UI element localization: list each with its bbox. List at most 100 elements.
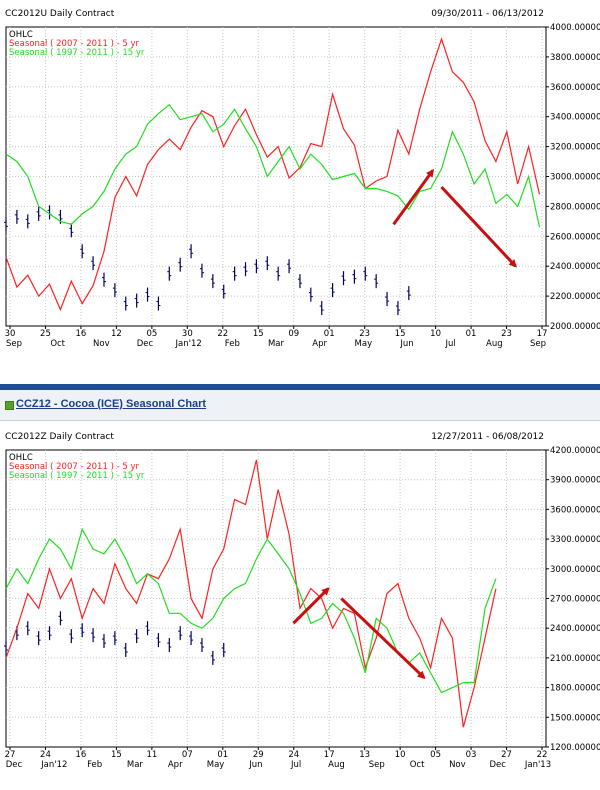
x-tick-label: 17 [537,329,548,339]
seasonal-15yr-line [5,103,541,228]
y-tick-label: 3900.000000 [550,476,600,486]
y-tick-label: 4000.000000 [550,23,600,33]
legend-entry: Seasonal ( 2007 - 2011 ) - 5 yr [9,462,140,472]
y-tick-label: 2800.000000 [550,202,600,212]
y-tick-label: 1200.000000 [550,743,600,753]
x-month-label: Nov [93,339,110,349]
trend-arrow [440,185,517,268]
y-tick-label: 3600.000000 [550,83,600,93]
seasonal-5yr-line [5,37,541,312]
x-month-label: May [207,760,225,770]
x-tick-label: 15 [253,329,264,339]
section-link[interactable]: CCZ12 - Cocoa (ICE) Seasonal Chart [16,398,207,410]
x-tick-label: 01 [324,329,335,339]
x-tick-label: 03 [466,750,477,760]
x-tick-label: 29 [253,750,264,760]
x-tick-label: 10 [395,750,406,760]
x-month-label: Apr [312,339,327,349]
y-tick-label: 3200.000000 [550,143,600,153]
x-tick-label: 27 [501,750,512,760]
x-tick-label: 30 [182,329,193,339]
y-tick-label: 1500.000000 [550,713,600,723]
x-month-label: Jul [290,760,301,770]
y-tick-label: 2000.000000 [550,322,600,332]
seasonal-chart-sep: CC2012U Daily Contract 09/30/2011 - 06/13… [4,9,600,349]
x-tick-label: 05 [146,329,157,339]
x-tick-label: 17 [324,750,335,760]
x-month-label: Jan'12 [175,339,202,349]
x-tick-label: 24 [288,750,299,760]
y-tick-label: 3300.000000 [550,535,600,545]
x-month-label: Sep [6,339,22,349]
legend-entry: Seasonal ( 1997 - 2011 ) - 15 yr [9,471,145,481]
seasonal-15yr-line [5,527,497,694]
x-month-label: Sep [530,339,546,349]
x-month-label: Aug [486,339,503,349]
x-tick-label: 23 [359,329,370,339]
x-tick-label: 05 [430,750,441,760]
x-tick-label: 01 [466,329,477,339]
x-month-label: Feb [87,760,102,770]
x-month-label: Apr [168,760,183,770]
x-tick-label: 09 [288,329,299,339]
x-month-label: Jan'13 [524,760,551,770]
x-month-label: Jul [445,339,456,349]
x-tick-label: 22 [217,329,228,339]
x-tick-label: 11 [146,750,157,760]
x-tick-label: 23 [501,329,512,339]
chart-title: CC2012Z Daily Contract [5,432,114,442]
x-tick-label: 15 [395,329,406,339]
x-month-label: Sep [369,760,385,770]
section-bullet-icon [5,401,14,410]
x-month-label: Feb [225,339,240,349]
seasonal-5yr-line [5,459,497,728]
legend-entry: OHLC [9,453,33,463]
x-tick-label: 25 [40,329,51,339]
x-month-label: Dec [6,760,23,770]
seasonal-chart-dec: CC2012Z Daily Contract 12/27/2011 - 06/08… [4,432,600,770]
trend-arrow [292,587,330,625]
x-month-label: Dec [137,339,154,349]
x-tick-label: 27 [5,750,16,760]
ohlc-series [4,205,411,316]
chart-date-range: 09/30/2011 - 06/13/2012 [431,9,544,19]
y-tick-label: 3400.000000 [550,113,600,123]
trend-arrow [392,168,434,226]
x-tick-label: 16 [76,329,87,339]
x-month-label: Oct [410,760,425,770]
x-month-label: Mar [127,760,144,770]
trend-arrow [340,597,426,680]
x-month-label: Jun [399,339,413,349]
x-month-label: Nov [449,760,466,770]
x-month-label: Oct [50,339,65,349]
y-tick-label: 3000.000000 [550,173,600,183]
x-tick-label: 15 [111,750,122,760]
x-tick-label: 30 [5,329,16,339]
section-divider [0,384,600,390]
x-tick-label: 01 [217,750,228,760]
y-tick-label: 2200.000000 [550,292,600,302]
y-tick-label: 2400.000000 [550,624,600,634]
x-tick-label: 12 [111,329,122,339]
x-month-label: May [355,339,373,349]
y-tick-label: 2600.000000 [550,232,600,242]
x-month-label: Jun [248,760,262,770]
x-month-label: Jan'12 [40,760,67,770]
x-tick-label: 24 [40,750,51,760]
y-tick-label: 2700.000000 [550,595,600,605]
y-tick-label: 3800.000000 [550,53,600,63]
ohlc-series [4,611,226,665]
x-tick-label: 07 [182,750,193,760]
x-month-label: Dec [489,760,506,770]
x-tick-label: 10 [430,329,441,339]
y-tick-label: 4200.000000 [550,446,600,456]
y-tick-label: 3000.000000 [550,565,600,575]
x-tick-label: 13 [359,750,370,760]
legend-entry: OHLC [9,30,33,40]
chart-title: CC2012U Daily Contract [5,9,115,19]
y-tick-label: 1800.000000 [550,684,600,694]
x-tick-label: 16 [76,750,87,760]
y-tick-label: 2100.000000 [550,654,600,664]
y-tick-label: 2400.000000 [550,262,600,272]
legend-entry: Seasonal ( 1997 - 2011 ) - 15 yr [9,48,145,58]
